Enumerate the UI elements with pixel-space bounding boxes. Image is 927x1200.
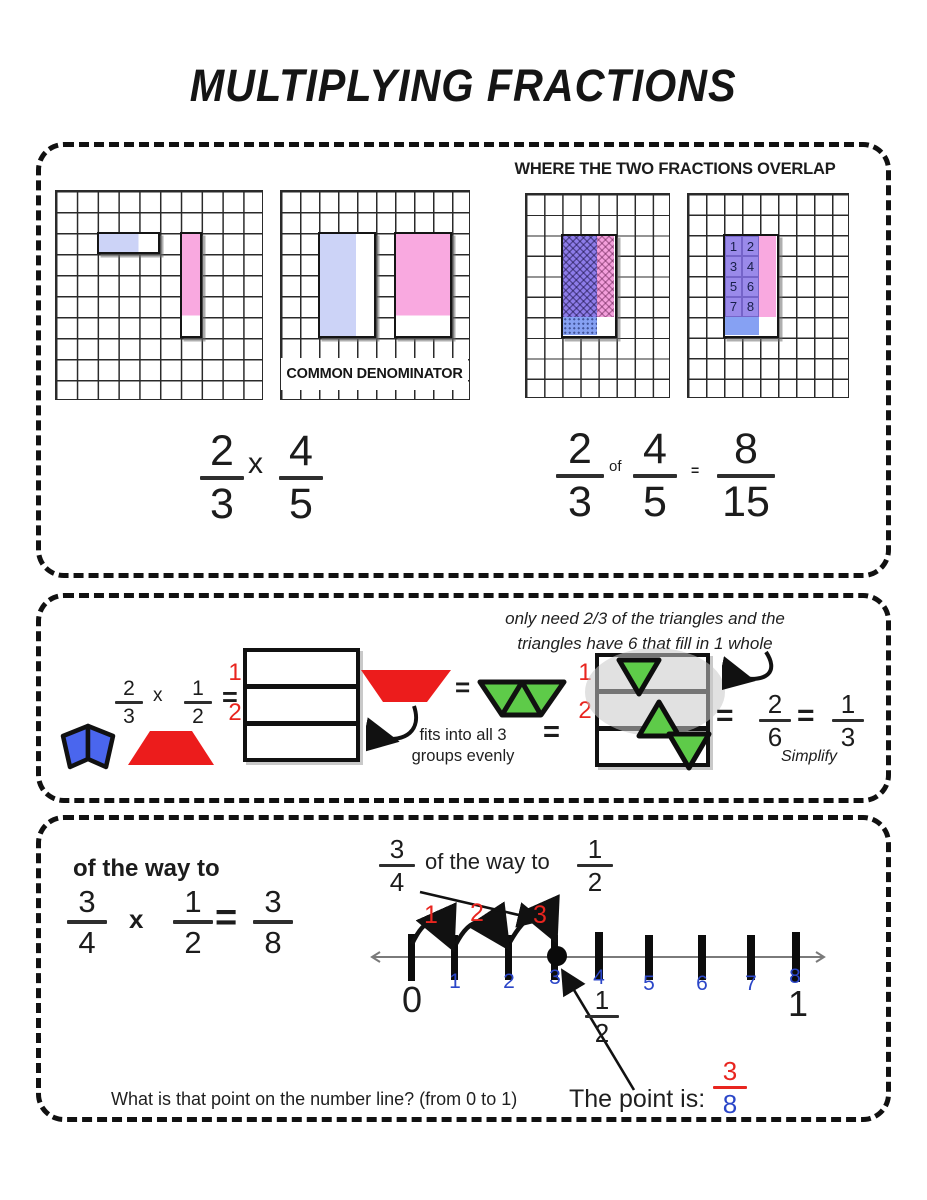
tick-label-8: 8 <box>789 965 801 988</box>
cell-number: 6 <box>742 276 759 297</box>
overlap-label: WHERE THE TWO FRACTIONS OVERLAP <box>514 160 836 178</box>
tick-label-1: 1 <box>449 970 461 993</box>
red-trapezoid-inverted-icon <box>361 670 451 702</box>
green-triangles-trapezoid-icon <box>477 679 567 718</box>
times-operator: x <box>153 685 163 706</box>
hop-label-2: 2 <box>470 899 484 927</box>
tick-label-2: 2 <box>503 970 515 993</box>
curved-arrow-icon <box>366 705 418 753</box>
scaled-four-fifths-rect <box>394 232 452 338</box>
fraction-four-fifths: 4 5 <box>279 430 323 526</box>
fraction-one-half-label: 1 2 <box>585 987 619 1046</box>
overlap-pink-region <box>597 236 614 317</box>
grid-common-denominator: COMMON DENOMINATOR <box>280 190 470 400</box>
equals-sign: = <box>215 897 238 939</box>
panel-area-model: WHERE THE TWO FRACTIONS OVERLAP COMMON D… <box>36 142 891 578</box>
tick-label-3: 3 <box>549 966 561 989</box>
note-text: only need 2/3 of the triangles and the t… <box>505 609 785 653</box>
fraction-two-thirds: 2 3 <box>200 430 244 526</box>
green-triangle-up-icon <box>636 699 682 739</box>
equals-sign: = <box>797 699 815 732</box>
row-label-1: 1 <box>228 659 242 686</box>
cell-number: 8 <box>742 296 759 317</box>
fraction-three-eighths: 3 8 <box>253 886 293 958</box>
hop-label-3: 3 <box>533 901 547 929</box>
times-operator: x <box>129 904 144 934</box>
fraction-one-half: 1 2 <box>173 886 213 958</box>
fits-text: fits into all 3 groups evenly <box>411 726 515 765</box>
green-triangle-down-icon <box>616 657 662 697</box>
panel-pattern-blocks: only need 2/3 of the triangles and the t… <box>36 593 891 803</box>
axis-arrow-left <box>370 951 381 963</box>
fraction-three-fourths: 3 4 <box>379 836 415 895</box>
equals-sign: = <box>222 682 238 712</box>
cell-number: 2 <box>742 236 759 257</box>
page-title: MULTIPLYING FRACTIONS <box>190 60 737 111</box>
answer-fraction: 3 8 <box>713 1058 747 1117</box>
simplify-label: Simplify <box>781 748 838 765</box>
tick-label-4: 4 <box>593 966 605 989</box>
fraction-two-thirds: 2 3 <box>556 428 604 524</box>
fraction-one-half: 1 2 <box>577 836 613 895</box>
overlap-rect-numbered: 1 2 3 4 5 6 7 8 <box>723 234 779 338</box>
one-label: 1 <box>787 983 809 1024</box>
point-dot <box>547 946 567 966</box>
zero-label: 0 <box>401 979 423 1020</box>
equals-sign: = <box>543 716 560 748</box>
hop-label-1: 1 <box>424 901 438 929</box>
cell-number: 4 <box>742 256 759 277</box>
red-trapezoid-icon <box>128 731 214 765</box>
heading-of-the-way-to: of the way to <box>73 855 220 882</box>
panel-number-line: of the way to 3 4 x 1 2 = 3 8 3 4 of the… <box>36 815 891 1122</box>
fraction-two-thirds: 2 3 <box>115 678 143 727</box>
green-triangle-down-icon <box>666 731 712 771</box>
fraction-one-half: 1 2 <box>184 678 212 727</box>
equals-sign: = <box>691 462 700 478</box>
fraction-bar-four-fifths <box>180 232 202 338</box>
axis-arrow-right <box>815 951 826 963</box>
tick-label-6: 6 <box>696 972 708 995</box>
of-operator: of <box>609 458 622 475</box>
tick-label-7: 7 <box>745 972 757 995</box>
numbered-cells: 1 2 3 4 5 6 7 8 <box>725 236 759 317</box>
caption-text: of the way to <box>425 849 550 874</box>
blue-region <box>725 317 759 335</box>
equals-sign: = <box>716 699 734 732</box>
answer-label: The point is: <box>569 1085 706 1113</box>
blue-rhombus-blocks-icon <box>60 723 116 770</box>
fraction-bar-two-thirds <box>97 232 160 254</box>
scaled-two-thirds-rect <box>318 232 376 338</box>
overlap-purple-region <box>563 236 597 317</box>
fraction-two-sixths: 2 6 <box>759 691 791 750</box>
pink-region <box>759 236 776 317</box>
equals-sign: = <box>455 672 471 702</box>
cell-number: 1 <box>725 236 742 257</box>
overlap-blue-region <box>563 317 597 335</box>
fraction-eight-fifteenths: 8 15 <box>717 428 775 524</box>
cell-number: 7 <box>725 296 742 317</box>
cell-number: 3 <box>725 256 742 277</box>
tick-0 <box>408 934 415 981</box>
grid-two-thirds-times-four-fifths <box>55 190 263 400</box>
common-denominator-label: COMMON DENOMINATOR <box>281 358 468 390</box>
grid-overlap-numbered: 1 2 3 4 5 6 7 8 <box>687 193 849 398</box>
cell-number: 5 <box>725 276 742 297</box>
thirds-rectangle <box>243 648 360 762</box>
question-text: What is that point on the number line? (… <box>111 1089 518 1109</box>
fraction-four-fifths: 4 5 <box>633 428 677 524</box>
fraction-three-fourths: 3 4 <box>67 886 107 958</box>
curved-arrow-icon <box>722 650 774 692</box>
overlap-rect <box>561 234 617 338</box>
fraction-one-third: 1 3 <box>832 691 864 750</box>
row-label-2: 2 <box>228 699 242 726</box>
times-operator: x <box>248 447 263 480</box>
tick-label-5: 5 <box>643 972 655 995</box>
grid-overlap-textured <box>525 193 670 398</box>
